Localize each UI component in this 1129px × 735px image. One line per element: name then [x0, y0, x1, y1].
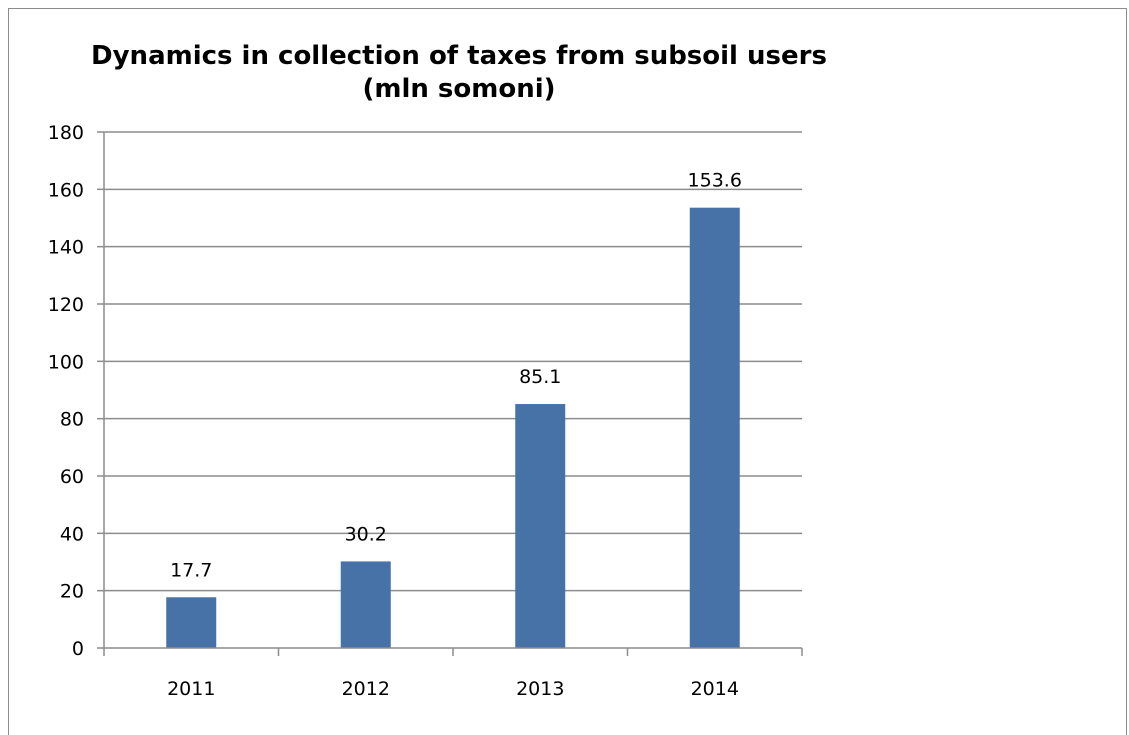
x-tick-label: 2012: [342, 678, 390, 700]
data-label: 153.6: [688, 170, 742, 192]
bar: [166, 597, 217, 648]
y-tick-label: 140: [48, 237, 84, 259]
y-tick-label: 0: [72, 638, 84, 660]
y-tick-label: 80: [60, 409, 84, 431]
chart-subtitle: (mln somoni): [362, 74, 556, 104]
y-tick-label: 20: [60, 581, 84, 603]
y-tick-labels: 0 20 40 60 80 100 120 140 160 180: [48, 122, 84, 660]
bar: [340, 561, 391, 648]
bar: [515, 404, 566, 648]
x-tick-labels: 2011 2012 2013 2014: [167, 678, 739, 700]
x-tick-label: 2011: [167, 678, 215, 700]
chart-frame: [8, 8, 1127, 735]
chart-title: Dynamics in collection of taxes from sub…: [91, 41, 827, 71]
gridlines: [104, 131, 802, 592]
data-label: 30.2: [345, 523, 387, 545]
bar: [689, 207, 740, 648]
x-tick-label: 2013: [516, 678, 564, 700]
y-tick-label: 180: [48, 122, 84, 144]
y-tick-label: 120: [48, 294, 84, 316]
y-tick-label: 100: [48, 351, 84, 373]
data-label: 85.1: [519, 366, 561, 388]
bars: [166, 207, 740, 648]
y-tick-label: 60: [60, 466, 84, 488]
y-tick-label: 40: [60, 523, 84, 545]
y-tick-label: 160: [48, 179, 84, 201]
data-labels: 17.7 30.2 85.1 153.6: [170, 170, 742, 582]
x-tick-label: 2014: [691, 678, 739, 700]
data-label: 17.7: [170, 559, 212, 581]
chart-title-block: Dynamics in collection of taxes from sub…: [0, 40, 918, 106]
axes: [97, 131, 803, 656]
